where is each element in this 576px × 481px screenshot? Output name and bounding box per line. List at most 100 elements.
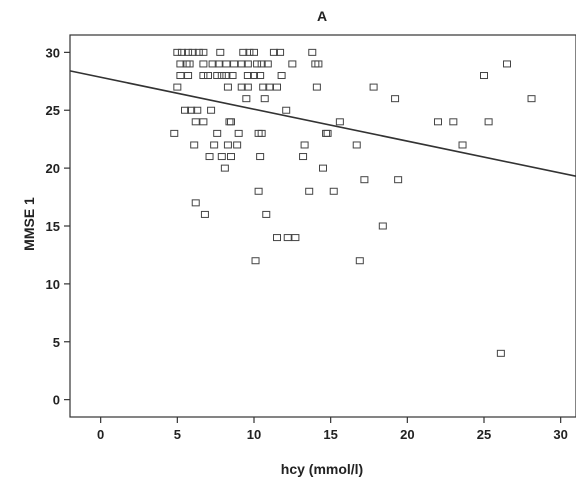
y-tick-label: 10 — [46, 277, 60, 292]
data-point — [243, 83, 252, 91]
data-point — [176, 72, 185, 80]
data-point — [184, 72, 193, 80]
data-point — [323, 129, 332, 137]
x-tick-label: 10 — [247, 427, 261, 442]
data-point — [360, 176, 369, 184]
data-point — [227, 118, 235, 126]
data-point — [503, 60, 511, 68]
data-point — [288, 60, 297, 68]
data-point — [222, 72, 231, 80]
x-axis: 0 5 10 15 20 25 30 — [97, 417, 568, 442]
data-point — [216, 48, 225, 56]
x-tick-label: 0 — [97, 427, 104, 442]
data-point — [234, 129, 243, 137]
data-point — [222, 60, 231, 68]
data-point — [484, 118, 493, 126]
y-tick-label: 0 — [53, 393, 60, 408]
data-point — [253, 60, 262, 68]
data-point — [170, 129, 179, 137]
data-point — [329, 187, 338, 195]
data-point — [256, 153, 265, 161]
data-point — [335, 118, 344, 126]
data-points — [170, 48, 536, 357]
data-point — [312, 83, 321, 91]
data-point — [245, 48, 254, 56]
data-point — [190, 141, 199, 149]
data-point — [199, 118, 208, 126]
data-point — [250, 72, 258, 80]
plot-frame — [69, 34, 576, 418]
data-point — [199, 48, 208, 56]
data-point — [199, 60, 208, 68]
data-point — [283, 234, 292, 242]
y-tick-label: 20 — [46, 161, 60, 176]
x-tick-label: 20 — [400, 427, 414, 442]
fit-line — [69, 70, 576, 178]
chart-title: A — [317, 8, 327, 24]
data-point — [208, 60, 217, 68]
data-point — [233, 141, 242, 149]
data-point — [199, 72, 208, 80]
y-tick-label: 15 — [46, 219, 60, 234]
data-point — [299, 153, 308, 161]
data-point — [305, 187, 314, 195]
data-point — [217, 72, 226, 80]
data-point — [527, 95, 536, 103]
data-point — [227, 153, 235, 161]
data-point — [237, 83, 246, 91]
data-point — [259, 83, 268, 91]
data-point — [391, 95, 400, 103]
data-point — [184, 48, 193, 56]
y-tick-label: 25 — [46, 103, 60, 118]
data-point — [214, 60, 223, 68]
data-point — [191, 118, 200, 126]
data-point — [250, 48, 258, 56]
data-point — [480, 72, 488, 80]
data-point — [204, 72, 212, 80]
data-point — [277, 72, 286, 80]
data-point — [273, 83, 281, 91]
y-axis: 0 5 10 15 20 25 30 — [46, 45, 70, 408]
data-point — [181, 106, 189, 114]
data-point — [352, 141, 361, 149]
data-point — [207, 106, 216, 114]
data-point — [276, 48, 285, 56]
data-point — [185, 60, 194, 68]
x-tick-label: 30 — [553, 427, 567, 442]
data-point — [194, 48, 203, 56]
x-tick-label: 15 — [323, 427, 337, 442]
data-point — [378, 222, 387, 230]
data-point — [251, 257, 260, 265]
data-point — [243, 72, 252, 80]
data-point — [243, 60, 252, 68]
data-point — [291, 234, 300, 242]
data-point — [230, 60, 239, 68]
data-point — [369, 83, 378, 91]
data-point — [191, 199, 200, 207]
data-point — [217, 153, 226, 161]
x-axis-label: hcy (mmol/l) — [281, 461, 363, 477]
data-point — [228, 72, 237, 80]
data-point — [213, 129, 222, 137]
data-point — [257, 60, 266, 68]
data-point — [273, 234, 281, 242]
data-point — [262, 210, 271, 218]
data-point — [496, 349, 505, 357]
data-point — [242, 95, 251, 103]
data-point — [193, 106, 202, 114]
y-tick-label: 5 — [53, 335, 60, 350]
data-point — [269, 48, 278, 56]
data-point — [223, 83, 232, 91]
data-point — [256, 72, 265, 80]
data-point — [314, 60, 323, 68]
data-point — [355, 257, 364, 265]
data-point — [319, 164, 327, 172]
data-point — [308, 48, 317, 56]
data-point — [282, 106, 291, 114]
data-point — [220, 164, 229, 172]
y-tick-label: 30 — [46, 45, 60, 60]
x-tick-label: 25 — [477, 427, 491, 442]
data-point — [188, 48, 197, 56]
data-point — [173, 48, 182, 56]
data-point — [434, 118, 442, 126]
